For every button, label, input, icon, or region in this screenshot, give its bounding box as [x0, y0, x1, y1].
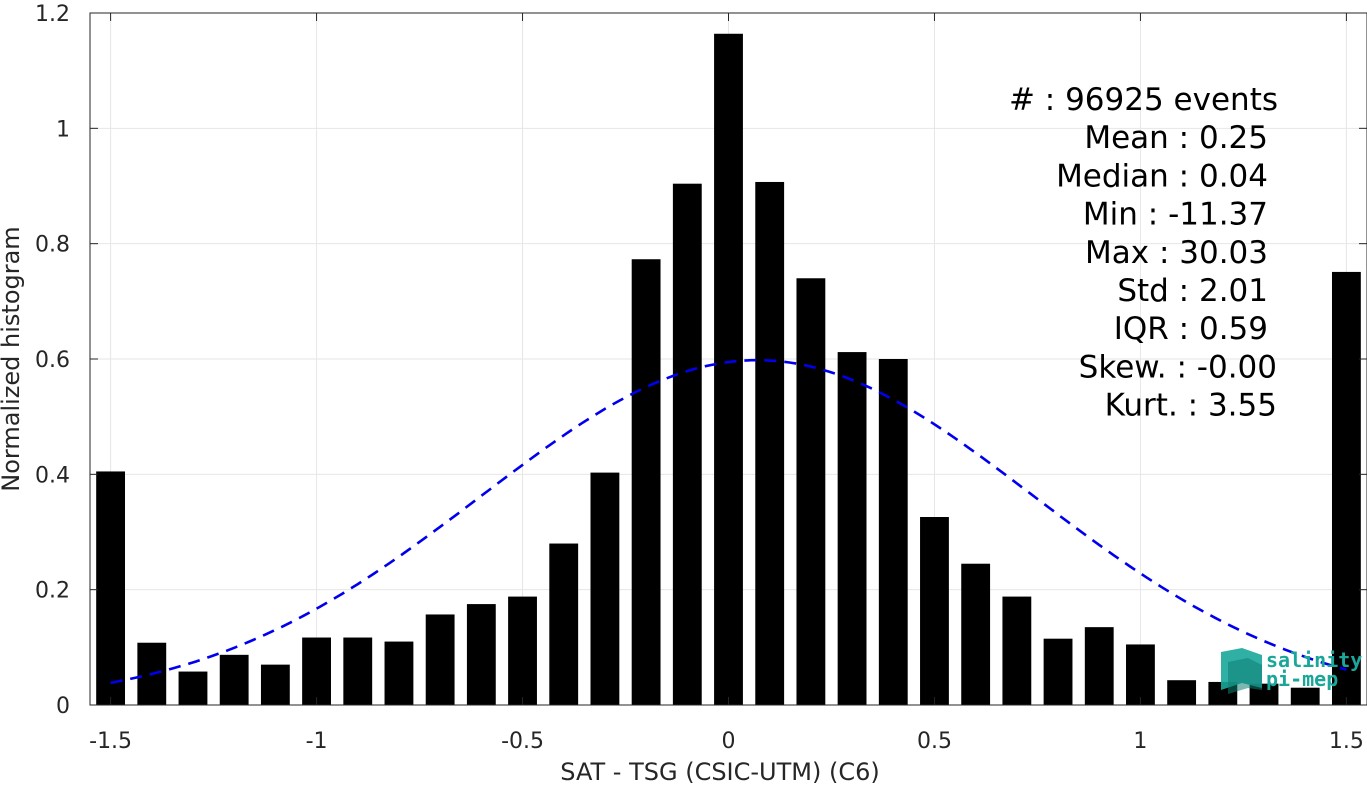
logo-line-2: pi-mep — [1266, 667, 1338, 691]
histogram-bar — [796, 278, 826, 705]
x-tick-label: -1.5 — [89, 729, 132, 754]
histogram-bar — [714, 33, 743, 705]
x-tick-label: 0 — [722, 729, 736, 754]
histogram-bar — [96, 471, 126, 705]
normal-fit-curve — [110, 358, 1347, 685]
histogram-bar — [755, 181, 785, 706]
x-axis-ticks: -1.5 -1 -0.5 0 0.5 1 1.5 — [89, 13, 1364, 754]
logo-mark-icon — [1221, 648, 1262, 694]
y-tick-label: 1.2 — [35, 2, 70, 27]
histogram-bar — [260, 664, 290, 705]
y-tick-label: 0.8 — [35, 233, 70, 258]
histogram-bar — [1167, 680, 1197, 705]
histogram-bar — [1002, 596, 1032, 705]
x-axis-label: SAT - TSG (CSIC-UTM) (C6) — [560, 758, 879, 785]
histogram-bar — [1331, 271, 1361, 705]
stat-line: Skew. : -0.00 — [1079, 349, 1277, 385]
histogram-bars — [96, 33, 1361, 706]
histogram-bar — [425, 614, 455, 705]
histogram-bar — [384, 641, 414, 705]
y-tick-label: 1 — [56, 117, 70, 142]
x-tick-label: -0.5 — [501, 729, 544, 754]
histogram-bar — [1043, 638, 1073, 705]
x-tick-label: -1 — [306, 729, 328, 754]
stat-line: Max : 30.03 — [1085, 235, 1268, 271]
histogram-bar — [961, 563, 991, 705]
histogram-bar — [178, 671, 208, 705]
x-tick-label: 0.5 — [917, 729, 952, 754]
histogram-bar — [343, 637, 373, 705]
histogram-bar — [1126, 644, 1155, 705]
histogram-bar — [878, 359, 908, 705]
stat-line: Min : -11.37 — [1083, 197, 1268, 233]
histogram-bar — [1290, 687, 1320, 705]
y-axis-label: Normalized histogram — [0, 226, 25, 491]
y-tick-label: 0.4 — [35, 463, 70, 488]
histogram-bar — [466, 604, 496, 705]
y-tick-label: 0 — [56, 694, 70, 719]
histogram-bar — [302, 637, 331, 705]
x-tick-label: 1.5 — [1329, 729, 1364, 754]
stat-line: # : 96925 events — [1009, 82, 1278, 118]
stat-line: Std : 2.01 — [1117, 273, 1268, 309]
histogram-bar — [631, 259, 661, 705]
histogram-bar — [549, 543, 579, 705]
histogram-bar — [920, 517, 949, 705]
histogram-bar — [590, 472, 620, 705]
salinity-pi-mep-logo: salinity pi-mep — [1221, 648, 1362, 694]
stat-line: Kurt. : 3.55 — [1105, 388, 1277, 424]
stat-line: IQR : 0.59 — [1114, 311, 1268, 347]
y-tick-label: 0.2 — [35, 579, 70, 604]
stat-line: Median : 0.04 — [1056, 158, 1268, 194]
histogram-bar — [672, 183, 702, 705]
y-tick-label: 0.6 — [35, 348, 70, 373]
y-axis-ticks: 0 0.2 0.4 0.6 0.8 1 1.2 — [35, 2, 1367, 719]
stat-line: Mean : 0.25 — [1084, 120, 1268, 156]
histogram-bar — [508, 596, 537, 705]
x-tick-label: 1 — [1133, 729, 1147, 754]
logo-line-1: salinity — [1266, 648, 1362, 672]
histogram-bar — [837, 352, 867, 705]
histogram-bar — [1084, 627, 1114, 705]
histogram-bar — [219, 654, 249, 705]
